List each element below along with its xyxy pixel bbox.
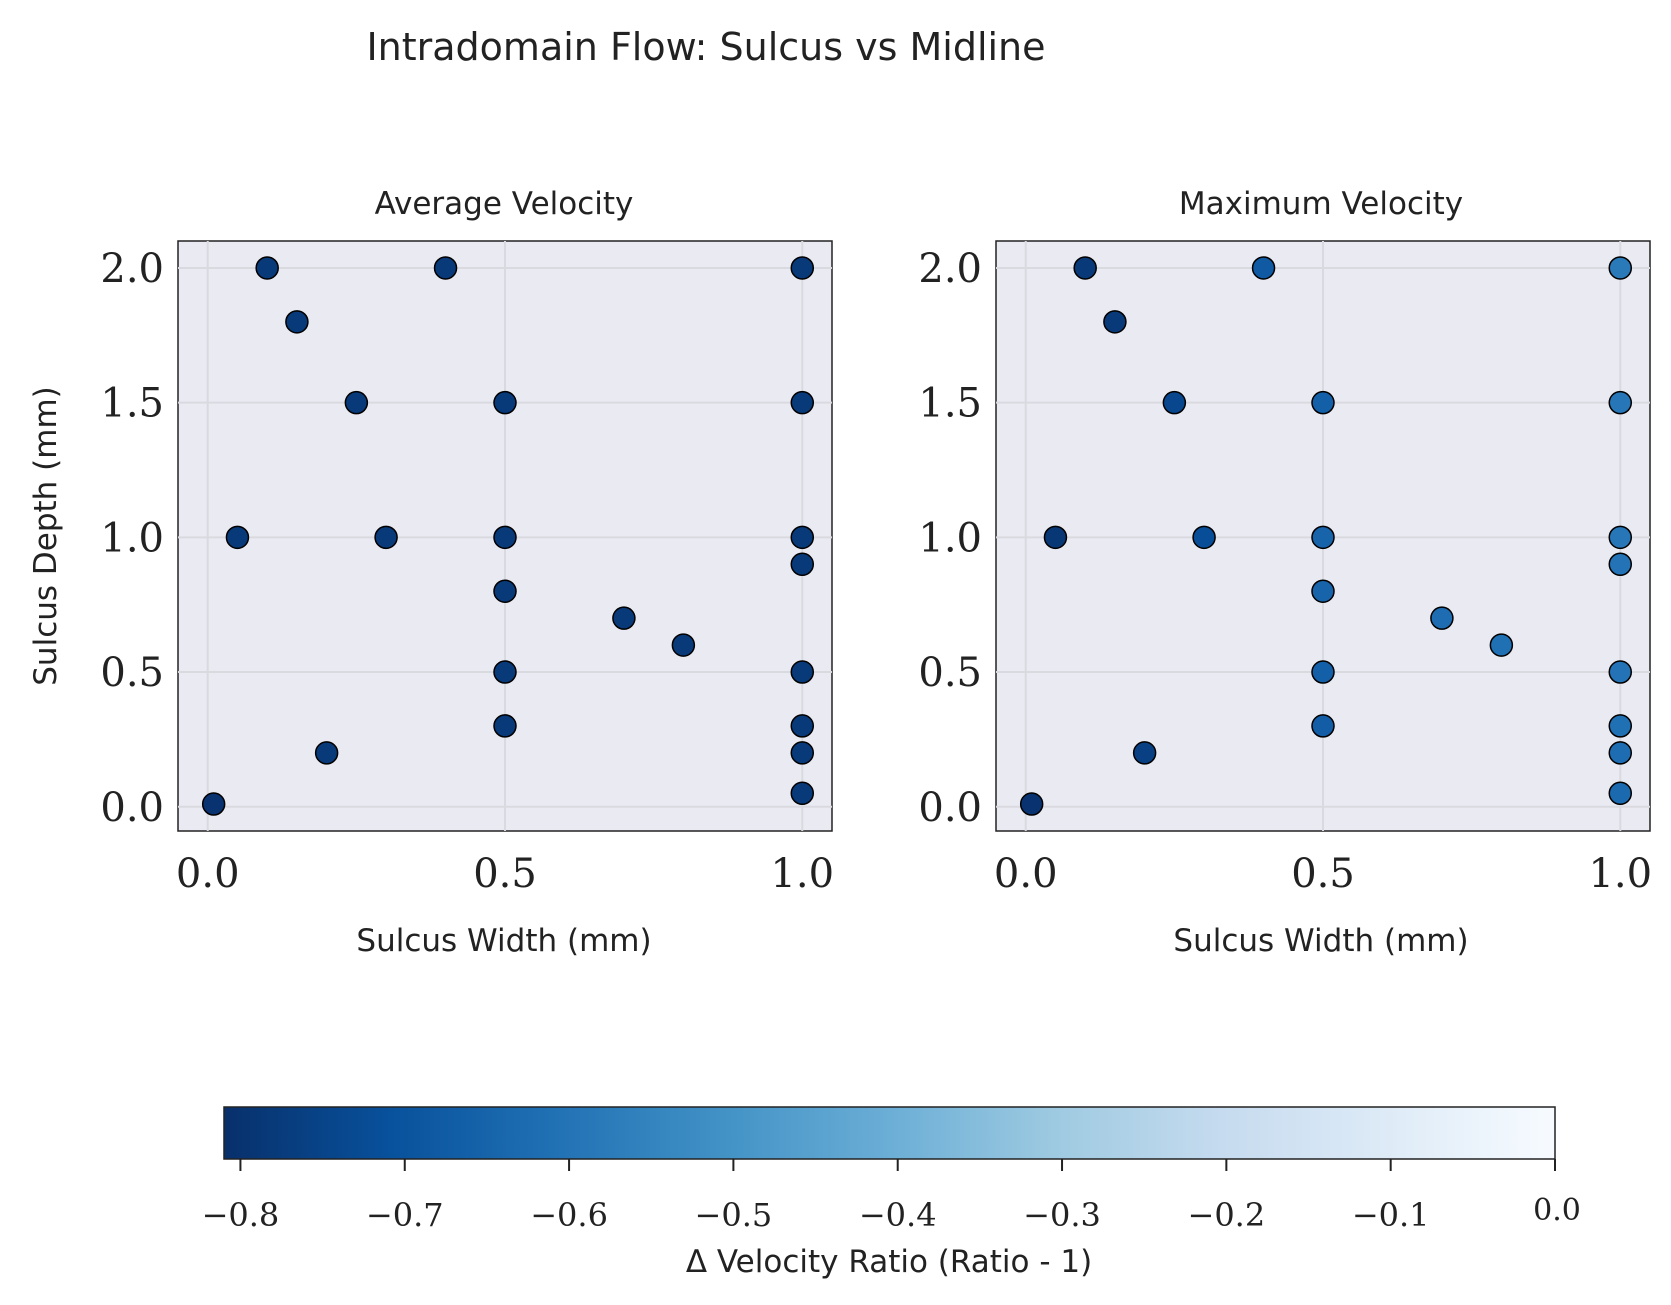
panel-maximum-velocity: Maximum Velocity 0.0 0.5 1.0 1.5 2.0 0.0 0.5 1… bbox=[918, 186, 1652, 959]
x-tick-label: 0.0 bbox=[176, 851, 240, 897]
colorbar-tick-label: −0.8 bbox=[202, 1196, 280, 1234]
scatter-point-maximum-velocity bbox=[1132, 741, 1157, 765]
scatter-point-maximum-velocity bbox=[1019, 792, 1044, 816]
y-tick-label: 2.0 bbox=[100, 246, 164, 292]
scatter-point-maximum-velocity bbox=[1073, 256, 1097, 280]
scatter-point-average-velocity bbox=[671, 633, 696, 657]
colorbar-label: Δ Velocity Ratio (Ratio - 1) bbox=[686, 1244, 1092, 1280]
colorbar-tick-label: −0.6 bbox=[530, 1196, 608, 1234]
scatter-point-average-velocity bbox=[790, 525, 815, 550]
colorbar-gradient bbox=[223, 1106, 1556, 1160]
scatter-point-average-velocity bbox=[790, 714, 815, 738]
scatter-point-average-velocity bbox=[433, 256, 458, 280]
figure-title: Intradomain Flow: Sulcus vs Midline bbox=[366, 25, 1045, 69]
scatter-point-maximum-velocity bbox=[1608, 525, 1633, 550]
colorbar-tick-label: −0.2 bbox=[1188, 1196, 1266, 1234]
scatter-point-average-velocity bbox=[790, 741, 815, 765]
scatter-point-maximum-velocity bbox=[1608, 390, 1633, 415]
scatter-point-average-velocity bbox=[493, 390, 517, 415]
y-tick-label: 0.5 bbox=[100, 650, 164, 696]
y-tick-label: 1.5 bbox=[100, 381, 164, 427]
y-tick-labels-maximum-velocity: 0.0 0.5 1.0 1.5 2.0 bbox=[918, 246, 982, 831]
scatter-point-average-velocity bbox=[790, 256, 815, 280]
scatter-point-maximum-velocity bbox=[1192, 525, 1216, 550]
scatter-point-average-velocity bbox=[790, 781, 815, 806]
scatter-point-maximum-velocity bbox=[1311, 660, 1335, 684]
x-tick-label: 0.5 bbox=[473, 851, 537, 897]
x-tick-label: 0.5 bbox=[1291, 851, 1355, 897]
scatter-point-average-velocity bbox=[255, 256, 279, 280]
scatter-points-average-velocity bbox=[201, 256, 815, 816]
scatter-point-maximum-velocity bbox=[1608, 552, 1633, 577]
y-tick-label: 1.0 bbox=[918, 515, 982, 561]
x-tick-label: 0.0 bbox=[994, 851, 1058, 897]
scatter-point-maximum-velocity bbox=[1608, 256, 1633, 280]
scatter-point-average-velocity bbox=[225, 525, 250, 550]
y-axis-label-average-velocity: Sulcus Depth (mm) bbox=[28, 386, 64, 686]
y-tick-label: 0.5 bbox=[918, 650, 982, 696]
colorbar: −0.8 −0.7 −0.6 −0.5 −0.4 −0.3 −0.2 −0.1 0.0 Δ Ve… bbox=[202, 1106, 1581, 1280]
scatter-point-average-velocity bbox=[790, 660, 815, 684]
scatter-point-maximum-velocity bbox=[1251, 256, 1276, 280]
y-tick-labels-average-velocity: 0.0 0.5 1.0 1.5 2.0 bbox=[100, 246, 164, 831]
scatter-points-maximum-velocity bbox=[1019, 256, 1633, 816]
scatter-point-average-velocity bbox=[493, 579, 517, 603]
scatter-point-maximum-velocity bbox=[1311, 714, 1335, 738]
scatter-point-average-velocity bbox=[344, 390, 369, 415]
colorbar-ticks: −0.8 −0.7 −0.6 −0.5 −0.4 −0.3 −0.2 −0.1 0.0 bbox=[202, 1159, 1581, 1234]
colorbar-tick-label: −0.7 bbox=[366, 1196, 444, 1234]
scatter-point-maximum-velocity bbox=[1608, 660, 1633, 684]
scatter-point-average-velocity bbox=[201, 792, 226, 816]
scatter-point-average-velocity bbox=[790, 390, 815, 415]
panel-title-average-velocity: Average Velocity bbox=[375, 186, 634, 222]
scatter-point-average-velocity bbox=[493, 525, 517, 550]
y-tick-label: 1.5 bbox=[918, 381, 982, 427]
colorbar-tick-label: −0.3 bbox=[1023, 1196, 1101, 1234]
scatter-point-maximum-velocity bbox=[1608, 781, 1633, 806]
colorbar-tick-label: 0.0 bbox=[1533, 1193, 1581, 1228]
scatter-point-maximum-velocity bbox=[1043, 525, 1068, 550]
colorbar-tick-label: −0.5 bbox=[695, 1196, 773, 1234]
scatter-point-average-velocity bbox=[612, 606, 636, 630]
scatter-point-maximum-velocity bbox=[1608, 714, 1633, 738]
scatter-point-maximum-velocity bbox=[1311, 390, 1335, 415]
scatter-point-maximum-velocity bbox=[1311, 579, 1335, 603]
scatter-point-maximum-velocity bbox=[1489, 633, 1514, 657]
y-tick-label: 0.0 bbox=[100, 785, 164, 831]
panel-average-velocity: Average Velocity 0.0 0.5 1.0 1.5 2.0 0.0 0.5 1… bbox=[28, 186, 834, 959]
scatter-point-average-velocity bbox=[493, 660, 517, 684]
colorbar-tick-label: −0.4 bbox=[859, 1196, 937, 1234]
scatter-point-maximum-velocity bbox=[1430, 606, 1454, 630]
y-tick-label: 1.0 bbox=[100, 515, 164, 561]
panel-title-maximum-velocity: Maximum Velocity bbox=[1179, 186, 1463, 222]
scatter-point-maximum-velocity bbox=[1162, 390, 1187, 415]
scatter-point-average-velocity bbox=[314, 741, 339, 765]
scatter-point-maximum-velocity bbox=[1311, 525, 1335, 550]
scatter-point-maximum-velocity bbox=[1103, 310, 1127, 334]
scatter-point-average-velocity bbox=[374, 525, 398, 550]
y-tick-label: 2.0 bbox=[918, 246, 982, 292]
y-tick-label: 0.0 bbox=[918, 785, 982, 831]
x-tick-label: 1.0 bbox=[770, 851, 834, 897]
scatter-point-maximum-velocity bbox=[1608, 741, 1633, 765]
scatter-point-average-velocity bbox=[790, 552, 815, 577]
colorbar-tick-label: −0.1 bbox=[1352, 1196, 1430, 1234]
scatter-point-average-velocity bbox=[493, 714, 517, 738]
x-axis-label-maximum-velocity: Sulcus Width (mm) bbox=[1173, 923, 1468, 959]
scatter-point-average-velocity bbox=[285, 310, 309, 334]
x-tick-labels-maximum-velocity: 0.0 0.5 1.0 bbox=[994, 851, 1652, 897]
x-tick-labels-average-velocity: 0.0 0.5 1.0 bbox=[176, 851, 834, 897]
x-tick-label: 1.0 bbox=[1588, 851, 1652, 897]
x-axis-label-average-velocity: Sulcus Width (mm) bbox=[356, 923, 651, 959]
